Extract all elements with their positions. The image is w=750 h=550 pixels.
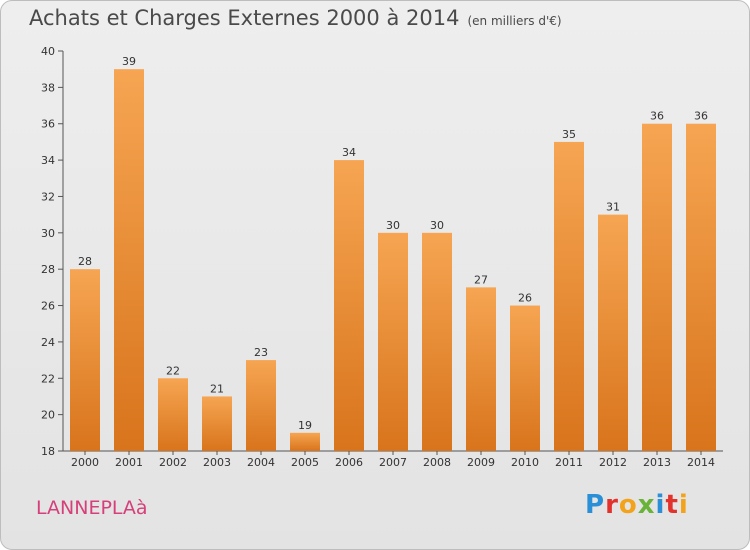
bar-value-label: 34 xyxy=(342,146,356,159)
bar xyxy=(510,305,540,451)
bar xyxy=(554,141,584,451)
bar-value-label: 39 xyxy=(122,55,136,68)
bar-value-label: 23 xyxy=(254,346,268,359)
x-tick-label: 2011 xyxy=(555,456,583,469)
x-tick-label: 2002 xyxy=(159,456,187,469)
proxiti-logo: Proxiti xyxy=(585,490,689,520)
y-tick-label: 30 xyxy=(41,227,55,240)
x-tick-label: 2008 xyxy=(423,456,451,469)
bar-value-label: 31 xyxy=(606,201,620,214)
y-tick-label: 38 xyxy=(41,81,55,94)
bar xyxy=(378,232,408,451)
x-tick-label: 2003 xyxy=(203,456,231,469)
bar-value-label: 35 xyxy=(562,128,576,141)
bar-value-label: 36 xyxy=(650,110,664,123)
x-tick-label: 2009 xyxy=(467,456,495,469)
y-tick-label: 40 xyxy=(41,45,55,58)
x-tick-label: 2006 xyxy=(335,456,363,469)
x-tick-label: 2010 xyxy=(511,456,539,469)
y-tick-label: 32 xyxy=(41,190,55,203)
x-tick-label: 2014 xyxy=(687,456,715,469)
bar-value-label: 36 xyxy=(694,110,708,123)
bar-value-label: 30 xyxy=(430,219,444,232)
bar xyxy=(334,160,364,451)
bar-value-label: 30 xyxy=(386,219,400,232)
bar xyxy=(422,232,452,451)
y-tick-label: 20 xyxy=(41,409,55,422)
chart-title: Achats et Charges Externes 2000 à 2014 xyxy=(29,6,460,30)
x-tick-label: 2004 xyxy=(247,456,275,469)
logo-letter: i xyxy=(655,490,666,520)
y-tick-label: 34 xyxy=(41,154,55,167)
y-tick-label: 24 xyxy=(41,336,55,349)
bar xyxy=(466,287,496,451)
y-tick-label: 36 xyxy=(41,118,55,131)
bar-value-label: 21 xyxy=(210,382,224,395)
x-tick-label: 2012 xyxy=(599,456,627,469)
logo-letter: r xyxy=(605,490,619,520)
logo-letter: t xyxy=(665,490,679,520)
bar xyxy=(598,214,628,451)
bar xyxy=(246,360,276,451)
x-tick-label: 2013 xyxy=(643,456,671,469)
x-tick-label: 2000 xyxy=(71,456,99,469)
logo-letter: i xyxy=(678,490,689,520)
chart-title-block: Achats et Charges Externes 2000 à 2014 (e… xyxy=(29,6,562,30)
bar-value-label: 27 xyxy=(474,273,488,286)
bar xyxy=(686,123,716,452)
bar xyxy=(290,432,320,451)
x-tick-label: 2007 xyxy=(379,456,407,469)
y-tick-label: 26 xyxy=(41,300,55,313)
chart-unit: (en milliers d'€) xyxy=(467,14,562,28)
bar-value-label: 22 xyxy=(166,364,180,377)
y-tick-label: 18 xyxy=(41,445,55,458)
x-tick-label: 2001 xyxy=(115,456,143,469)
logo-letter: o xyxy=(618,490,638,520)
bar xyxy=(70,269,100,451)
bar xyxy=(158,378,188,451)
bar xyxy=(202,396,232,451)
y-tick-label: 28 xyxy=(41,263,55,276)
commune-name: LANNEPLAà xyxy=(36,497,148,519)
bar-value-label: 19 xyxy=(298,419,312,432)
y-tick-label: 22 xyxy=(41,372,55,385)
bar xyxy=(642,123,672,452)
logo-letter: P xyxy=(585,490,606,520)
logo-letter: x xyxy=(637,490,656,520)
bar xyxy=(114,69,144,451)
bar-value-label: 26 xyxy=(518,292,532,305)
bar-value-label: 28 xyxy=(78,255,92,268)
x-tick-label: 2005 xyxy=(291,456,319,469)
